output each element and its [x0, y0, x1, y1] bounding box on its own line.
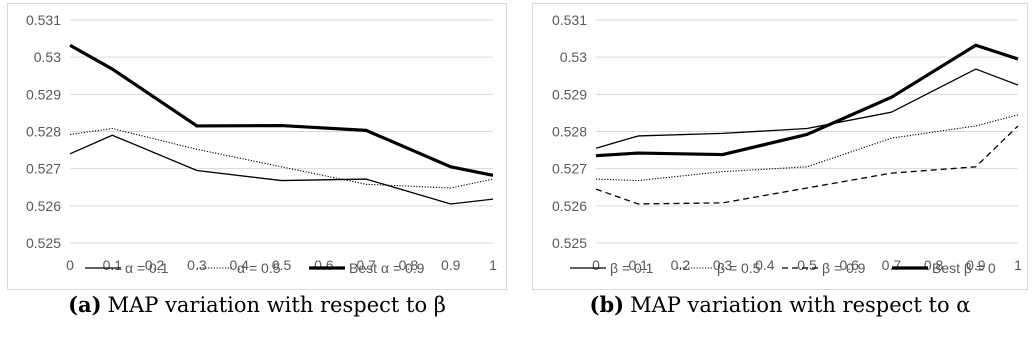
legend-label: Best β = 0	[932, 260, 996, 276]
series-line-4	[595, 43, 1019, 158]
x-tick-label: 0.4	[755, 257, 775, 273]
series-line-1	[595, 68, 1019, 149]
y-tick-label: 0.528	[552, 124, 587, 140]
series-line-2	[595, 114, 1019, 182]
chart-b-frame	[532, 3, 1028, 290]
legend-label: α = 0.5	[237, 260, 281, 276]
x-tick-label: 0.1	[103, 257, 123, 273]
caption-b: (b) MAP variation with respect to α	[532, 292, 1028, 317]
series-line-3	[69, 43, 494, 177]
chart-b: 0.525 0.526 0.527 0.528 0.529 0.53 0.531 0 0.1 0.…	[552, 12, 1022, 276]
y-tick-label: 0.525	[26, 235, 61, 251]
x-tick-label: 0.4	[229, 257, 249, 273]
y-tick-label: 0.527	[552, 161, 587, 177]
x-tick-label: 0.7	[356, 257, 376, 273]
x-tick-label: 0.2	[145, 257, 165, 273]
x-tick-label: 0.2	[671, 257, 691, 273]
chart-a-frame	[7, 3, 507, 290]
series-line-3	[595, 125, 1019, 205]
series-line-1	[69, 134, 494, 205]
y-tick-label: 0.528	[26, 124, 61, 140]
legend-label: β = 0.9	[822, 260, 866, 276]
x-tick-label: 0.3	[713, 257, 733, 273]
legend-label: β = 0.1	[610, 260, 654, 276]
x-tick-label: 0.6	[314, 257, 334, 273]
caption-a: (a) MAP variation with respect to β	[7, 292, 507, 317]
x-tick-label: 0	[592, 257, 600, 273]
legend-label: Best α = 0.9	[349, 260, 425, 276]
x-tick-label: 0.7	[882, 257, 902, 273]
y-tick-label: 0.531	[26, 12, 61, 28]
x-tick-label: 0.8	[924, 257, 944, 273]
x-tick-label: 0.5	[797, 257, 817, 273]
y-tick-label: 0.53	[560, 49, 587, 65]
legend-label: α = 0.1	[125, 260, 169, 276]
caption-b-tag: (b)	[589, 292, 625, 317]
x-tick-label: 0.5	[272, 257, 292, 273]
x-tick-label: 0	[66, 257, 74, 273]
x-tick-label: 0.6	[839, 257, 859, 273]
x-tick-label: 1	[1014, 257, 1022, 273]
x-tick-label: 0.9	[441, 257, 461, 273]
caption-b-text: MAP variation with respect to α	[630, 293, 971, 317]
x-tick-label: 1	[489, 257, 497, 273]
y-tick-label: 0.525	[552, 235, 587, 251]
caption-a-text: MAP variation with respect to β	[107, 293, 446, 317]
y-tick-label: 0.531	[552, 12, 587, 28]
y-tick-label: 0.526	[26, 198, 61, 214]
y-tick-label: 0.529	[552, 86, 587, 102]
caption-a-tag: (a)	[68, 292, 102, 317]
x-tick-label: 0.3	[187, 257, 207, 273]
x-tick-label: 0.1	[628, 257, 648, 273]
y-tick-label: 0.529	[26, 86, 61, 102]
chart-a: 0.525 0.526 0.527 0.528 0.529 0.53 0.531 0 0.1 0.…	[26, 12, 497, 276]
y-tick-label: 0.527	[26, 161, 61, 177]
y-tick-label: 0.53	[34, 49, 61, 65]
series-line-2	[69, 127, 494, 189]
y-tick-label: 0.526	[552, 198, 587, 214]
legend-label: β = 0.5	[717, 260, 761, 276]
x-tick-label: 0.8	[399, 257, 419, 273]
x-tick-label: 0.9	[966, 257, 986, 273]
